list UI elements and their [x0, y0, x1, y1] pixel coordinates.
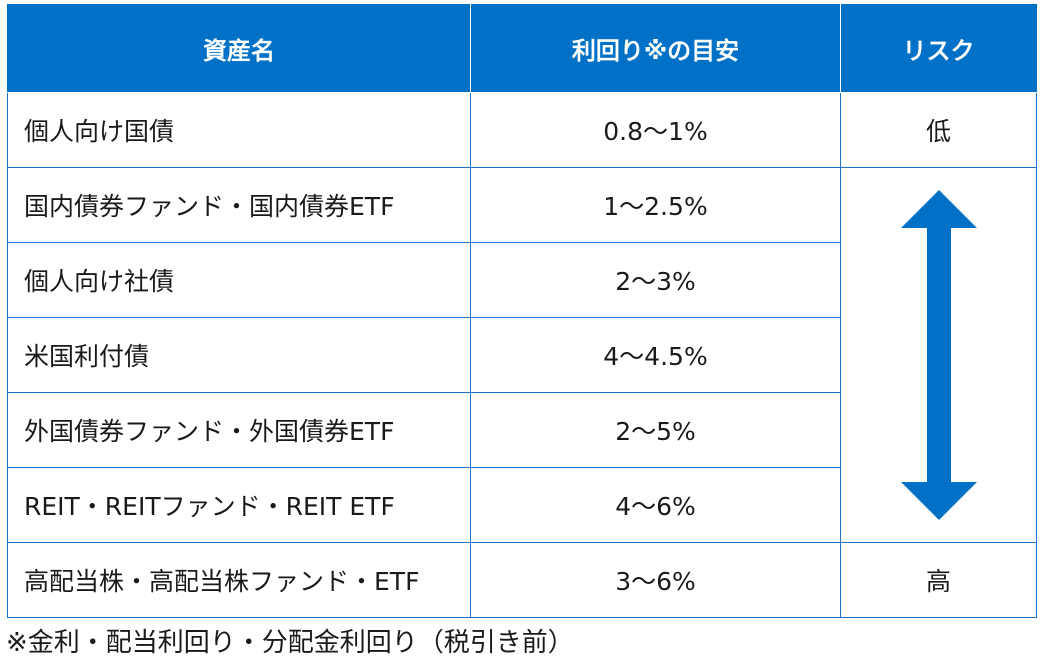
header-asset-name: 資産名: [7, 4, 471, 93]
yield-cell: 2〜3%: [470, 242, 841, 318]
asset-name-cell: REIT・REITファンド・REIT ETF: [7, 467, 471, 543]
asset-name-cell: 国内債券ファンド・国内債券ETF: [7, 167, 471, 243]
table-row: 国内債券ファンド・国内債券ETF 1〜2.5%: [7, 167, 1037, 543]
double-headed-vertical-arrow-icon: [900, 190, 977, 520]
asset-name-cell: 個人向け社債: [7, 242, 471, 318]
risk-low-label: 低: [840, 92, 1037, 168]
table-row: 高配当株・高配当株ファンド・ETF 3〜6% 高: [7, 542, 1037, 618]
asset-name-cell: 高配当株・高配当株ファンド・ETF: [7, 542, 471, 618]
risk-high-label: 高: [840, 542, 1037, 618]
table-row: 個人向け社債 2〜3%: [7, 242, 1037, 318]
asset-name-cell: 個人向け国債: [7, 92, 471, 168]
yield-cell: 4〜4.5%: [470, 317, 841, 393]
yield-risk-table: 資産名 利回り※の目安 リスク 個人向け国債 0.8〜1% 低 国内債券ファンド…: [7, 4, 1037, 618]
yield-cell: 3〜6%: [470, 542, 841, 618]
table-row: 個人向け国債 0.8〜1% 低: [7, 92, 1037, 168]
header-yield: 利回り※の目安: [470, 4, 841, 93]
header-risk: リスク: [840, 4, 1037, 93]
yield-cell: 1〜2.5%: [470, 167, 841, 243]
asset-name-cell: 米国利付債: [7, 317, 471, 393]
yield-cell: 4〜6%: [470, 467, 841, 543]
asset-name-cell: 外国債券ファンド・外国債券ETF: [7, 392, 471, 468]
risk-arrow-cell: [840, 167, 1037, 543]
footnote: ※金利・配当利回り・分配金利回り（税引き前）: [6, 628, 574, 658]
header-row: 資産名 利回り※の目安 リスク: [7, 4, 1037, 93]
table-row: 外国債券ファンド・外国債券ETF 2〜5%: [7, 392, 1037, 468]
yield-cell: 2〜5%: [470, 392, 841, 468]
yield-cell: 0.8〜1%: [470, 92, 841, 168]
